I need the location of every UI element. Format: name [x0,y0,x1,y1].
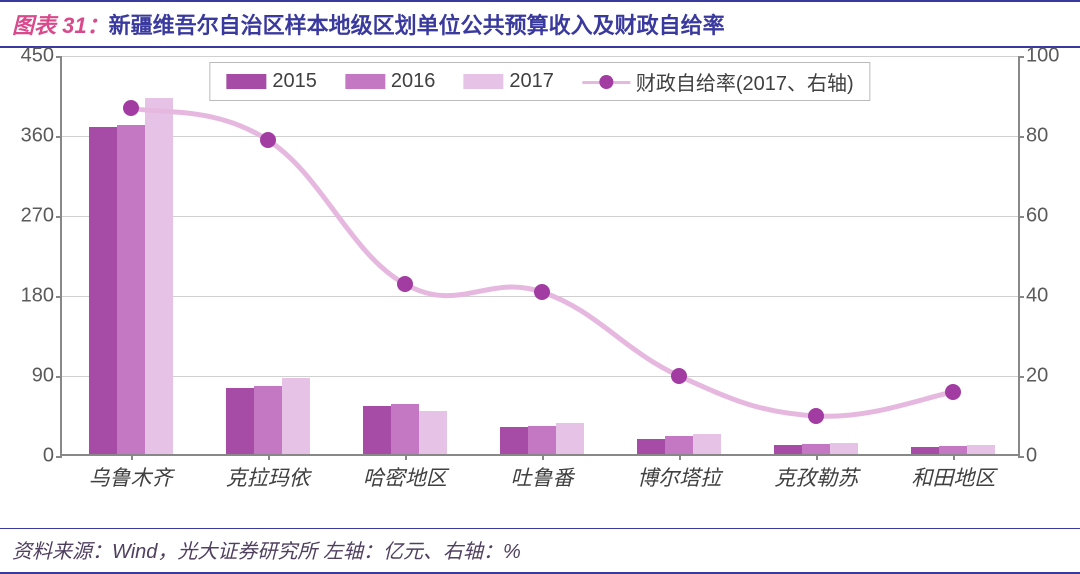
legend-label-2015: 2015 [272,70,317,93]
ytick-left: 0 [43,445,54,468]
xtick-label: 克拉玛依 [226,462,310,492]
ytick-right: 80 [1026,125,1048,148]
line-marker [123,100,139,116]
legend-swatch-2017 [463,74,503,89]
line-marker [260,132,276,148]
legend-swatch-line [582,74,630,90]
ytick-right: 40 [1026,285,1048,308]
ytick-right: 20 [1026,365,1048,388]
legend-item-2015: 2015 [226,70,317,93]
legend: 2015 2016 2017 财政自给率(2017、右轴) [209,62,870,101]
line-layer [62,56,1022,456]
legend-item-2016: 2016 [345,70,436,93]
xtick-label: 博尔塔拉 [637,462,721,492]
tick-mark [56,456,62,458]
legend-label-2017: 2017 [509,70,554,93]
ytick-left: 90 [32,365,54,388]
plot-region: 2015 2016 2017 财政自给率(2017、右轴) 0901802703… [60,56,1020,456]
xtick-label: 哈密地区 [363,462,447,492]
legend-swatch-2015 [226,74,266,89]
legend-label-2016: 2016 [391,70,436,93]
chart-title-bar: 图表 31：新疆维吾尔自治区样本地级区划单位公共预算收入及财政自给率 [0,0,1080,48]
source-text: 资料来源：Wind，光大证券研究所 左轴：亿元、右轴：% [12,541,521,563]
source-bar: 资料来源：Wind，光大证券研究所 左轴：亿元、右轴：% [0,528,1080,574]
legend-item-2017: 2017 [463,70,554,93]
xtick-label: 吐鲁番 [511,462,574,492]
line-marker [671,368,687,384]
legend-item-line: 财政自给率(2017、右轴) [582,67,854,96]
ytick-left: 450 [21,45,54,68]
ytick-left: 360 [21,125,54,148]
line-marker [945,384,961,400]
legend-swatch-2016 [345,74,385,89]
chart-area: 2015 2016 2017 财政自给率(2017、右轴) 0901802703… [60,56,1020,496]
xtick-label: 和田地区 [911,462,995,492]
tick-mark [1018,456,1024,458]
xtick-label: 乌鲁木齐 [89,462,173,492]
ytick-left: 180 [21,285,54,308]
xtick-label: 克孜勒苏 [774,462,858,492]
title-text: 新疆维吾尔自治区样本地级区划单位公共预算收入及财政自给率 [109,13,725,38]
ytick-right: 60 [1026,205,1048,228]
line-marker [808,408,824,424]
ytick-right: 0 [1026,445,1037,468]
line-marker [534,284,550,300]
ytick-right: 100 [1026,45,1059,68]
line-marker [397,276,413,292]
figure-container: 图表 31：新疆维吾尔自治区样本地级区划单位公共预算收入及财政自给率 2015 … [0,0,1080,574]
ytick-left: 270 [21,205,54,228]
trend-line [131,108,954,416]
legend-label-line: 财政自给率(2017、右轴) [636,67,854,96]
title-prefix: 图表 31： [12,13,109,38]
